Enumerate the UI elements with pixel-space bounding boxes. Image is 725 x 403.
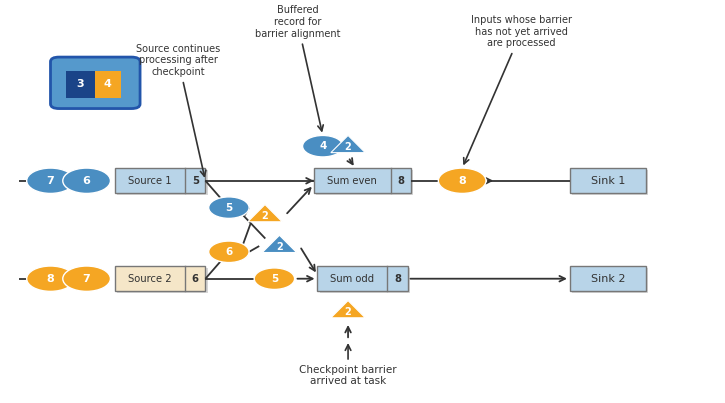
Text: 8: 8 — [394, 274, 401, 284]
FancyBboxPatch shape — [572, 170, 648, 195]
Text: 5: 5 — [225, 203, 233, 213]
Text: 3: 3 — [77, 79, 84, 89]
Text: Sink 2: Sink 2 — [591, 274, 625, 284]
Circle shape — [254, 268, 294, 289]
Text: 6: 6 — [192, 274, 199, 284]
Text: 7: 7 — [83, 274, 91, 284]
Polygon shape — [331, 135, 365, 153]
FancyBboxPatch shape — [115, 266, 205, 291]
FancyBboxPatch shape — [94, 71, 121, 98]
Circle shape — [439, 168, 486, 193]
Text: Source continues
processing after
checkpoint: Source continues processing after checkp… — [136, 44, 220, 176]
Text: 4: 4 — [104, 79, 112, 89]
Circle shape — [209, 197, 249, 218]
Text: 2: 2 — [262, 211, 268, 221]
FancyBboxPatch shape — [570, 168, 646, 193]
Text: 2: 2 — [344, 307, 352, 317]
FancyBboxPatch shape — [117, 170, 207, 195]
Circle shape — [302, 135, 343, 157]
Text: 2: 2 — [344, 142, 352, 152]
Text: 6: 6 — [225, 247, 233, 257]
Text: 8: 8 — [458, 176, 466, 186]
Text: 4: 4 — [319, 141, 326, 151]
Circle shape — [27, 168, 75, 193]
Text: Sum odd: Sum odd — [331, 274, 374, 284]
Text: 8: 8 — [46, 274, 54, 284]
FancyBboxPatch shape — [117, 268, 207, 293]
Polygon shape — [331, 301, 365, 318]
Polygon shape — [262, 235, 297, 253]
FancyBboxPatch shape — [318, 266, 407, 291]
Circle shape — [63, 168, 110, 193]
FancyBboxPatch shape — [51, 57, 140, 108]
Circle shape — [27, 266, 75, 291]
Text: Sink 1: Sink 1 — [591, 176, 625, 186]
Circle shape — [63, 266, 110, 291]
Text: 5: 5 — [270, 274, 278, 284]
Text: 2: 2 — [276, 241, 283, 251]
FancyBboxPatch shape — [316, 170, 413, 195]
Text: 5: 5 — [192, 176, 199, 186]
Text: Buffered
record for
barrier alignment: Buffered record for barrier alignment — [254, 6, 340, 131]
FancyBboxPatch shape — [570, 266, 646, 291]
Polygon shape — [248, 205, 282, 222]
FancyBboxPatch shape — [67, 71, 94, 98]
Text: Inputs whose barrier
has not yet arrived
are processed: Inputs whose barrier has not yet arrived… — [464, 15, 572, 164]
Text: Checkpoint barrier
arrived at task: Checkpoint barrier arrived at task — [299, 345, 397, 386]
FancyBboxPatch shape — [115, 168, 205, 193]
FancyBboxPatch shape — [314, 168, 411, 193]
Text: 6: 6 — [83, 176, 91, 186]
Text: Sum even: Sum even — [328, 176, 377, 186]
Circle shape — [209, 241, 249, 263]
Text: 7: 7 — [46, 176, 54, 186]
Text: Source 1: Source 1 — [128, 176, 172, 186]
Text: Source 2: Source 2 — [128, 274, 172, 284]
Text: 8: 8 — [397, 176, 405, 186]
FancyBboxPatch shape — [320, 268, 410, 293]
FancyBboxPatch shape — [572, 268, 648, 293]
